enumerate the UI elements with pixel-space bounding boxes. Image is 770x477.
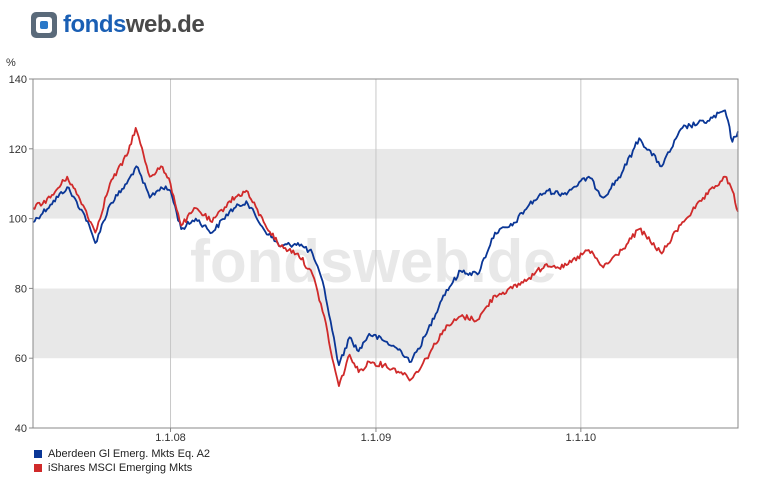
fondsweb-logo[interactable]: fondsweb.de — [31, 9, 205, 41]
x-tick-label: 1.1.08 — [155, 432, 186, 444]
y-tick-label: 100 — [9, 214, 27, 226]
legend-label: Aberdeen Gl Emerg. Mkts Eq. A2 — [48, 448, 211, 460]
plot-frame — [32, 78, 739, 429]
background-band — [33, 288, 738, 359]
fondsweb-logo-icon — [31, 12, 57, 38]
y-axis: 40 60 80 100 120 140 — [9, 74, 33, 435]
background-band — [33, 148, 738, 219]
y-tick-label: 60 — [15, 353, 27, 365]
legend-swatch — [34, 450, 42, 458]
x-axis: 1.1.08 1.1.09 1.1.10 — [155, 428, 596, 444]
x-tick-label: 1.1.09 — [361, 432, 392, 444]
background-band — [33, 79, 738, 149]
chart-series — [32, 109, 739, 387]
x-tick-label: 1.1.10 — [566, 432, 597, 444]
logo-text: fondsweb.de — [63, 11, 205, 38]
background-band — [33, 218, 738, 289]
legend-item: iShares MSCI Emerging Mkts — [34, 461, 210, 475]
legend-label: iShares MSCI Emerging Mkts — [48, 462, 193, 474]
series-line-aberdeen — [32, 109, 739, 367]
legend-item: Aberdeen Gl Emerg. Mkts Eq. A2 — [34, 447, 210, 461]
chart-legend: Aberdeen Gl Emerg. Mkts Eq. A2 iShares M… — [34, 447, 210, 475]
y-tick-label: 80 — [15, 283, 27, 295]
y-axis-unit: % — [6, 57, 16, 69]
background-band — [33, 358, 738, 428]
y-tick-label: 140 — [9, 74, 27, 86]
y-tick-label: 120 — [9, 144, 27, 156]
series-line-ishares — [32, 127, 739, 387]
legend-swatch — [34, 464, 42, 472]
chart-background-bands — [33, 79, 738, 428]
y-tick-label: 40 — [15, 423, 27, 435]
chart-watermark: fondsweb.de — [190, 228, 557, 295]
